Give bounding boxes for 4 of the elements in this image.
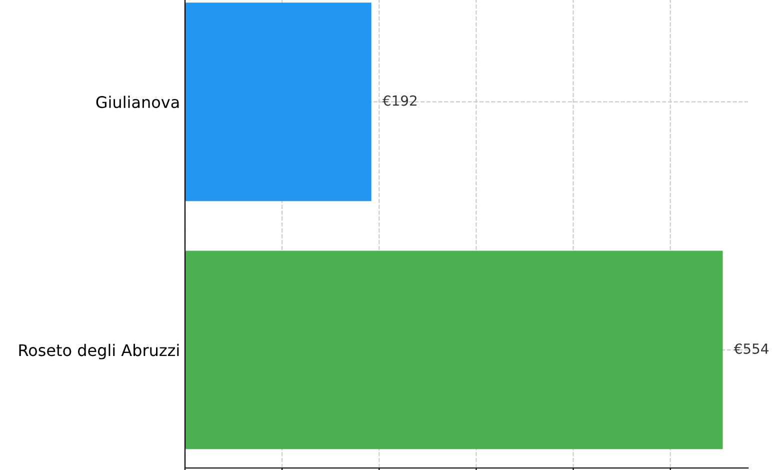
data-label: €192 bbox=[382, 95, 416, 106]
data-label: €554 bbox=[734, 343, 768, 354]
y-tick-label: Giulianova bbox=[96, 96, 179, 108]
y-tick-label: Roseto degli Abruzzi bbox=[19, 344, 179, 360]
